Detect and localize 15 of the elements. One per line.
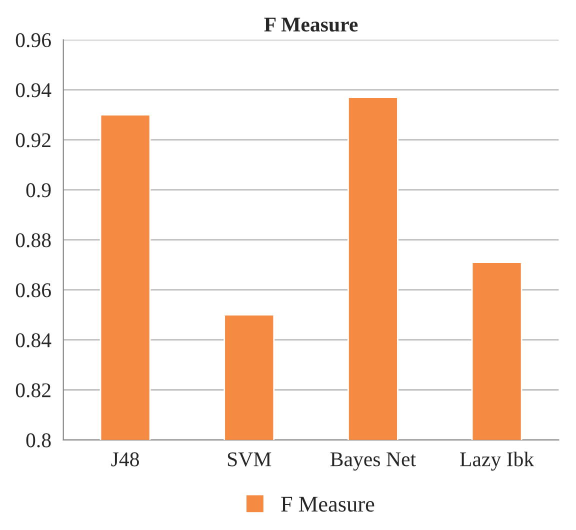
y-tick-label: 0.86 bbox=[16, 283, 51, 298]
x-tick-label: J48 bbox=[111, 452, 139, 466]
y-tick-label: 0.84 bbox=[16, 333, 52, 348]
x-tick-label: Lazy Ibk bbox=[460, 452, 534, 471]
x-tick-label: SVM bbox=[228, 452, 272, 466]
legend-label: F Measure bbox=[281, 496, 374, 512]
y-tick-label: 0.88 bbox=[16, 233, 51, 248]
chart-title: F Measure bbox=[264, 18, 358, 32]
y-tick-label: 0.8 bbox=[26, 433, 51, 448]
y-tick-label: 0.94 bbox=[16, 83, 52, 98]
x-tick-label: Bayes Net bbox=[330, 452, 416, 471]
y-tick-label: 0.96 bbox=[16, 33, 51, 48]
y-tick-label: 0.9 bbox=[26, 183, 51, 198]
y-tick-label: 0.92 bbox=[16, 133, 50, 148]
y-tick-label: 0.82 bbox=[16, 383, 50, 398]
